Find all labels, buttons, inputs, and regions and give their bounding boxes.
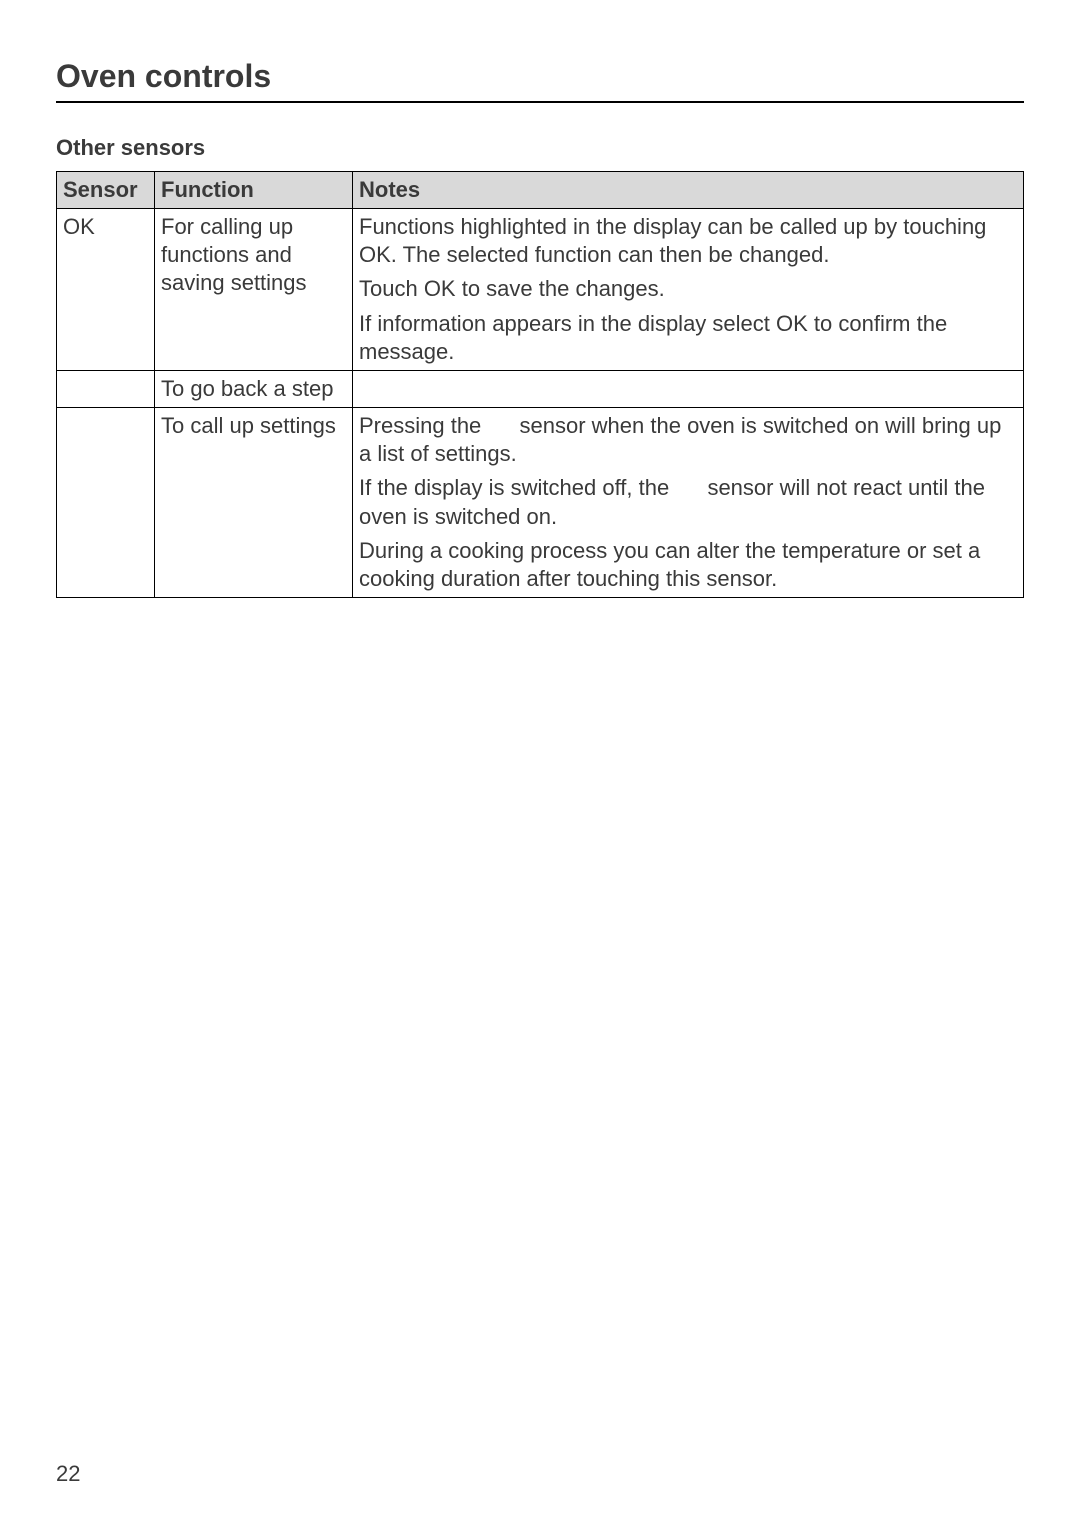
sensors-table: Sensor Function Notes OK For calling up … <box>56 171 1024 598</box>
note-text-part: If the display is switched off, the <box>359 475 675 500</box>
note-text: Pressing the sensor when the oven is swi… <box>359 412 1017 468</box>
sensor-cell-ok: OK <box>57 209 155 371</box>
title-rule <box>56 101 1024 103</box>
notes-cell: Pressing the sensor when the oven is swi… <box>353 408 1024 598</box>
col-header-function: Function <box>155 172 353 209</box>
col-header-notes: Notes <box>353 172 1024 209</box>
note-text: Touch OK to save the changes. <box>359 275 1017 303</box>
sensor-cell-settings <box>57 408 155 598</box>
table-row: To go back a step <box>57 370 1024 407</box>
subheading-other-sensors: Other sensors <box>56 135 1024 161</box>
note-text: If the display is switched off, the sens… <box>359 474 1017 530</box>
page-number: 22 <box>56 1461 80 1487</box>
table-header-row: Sensor Function Notes <box>57 172 1024 209</box>
sensor-cell-back <box>57 370 155 407</box>
notes-cell <box>353 370 1024 407</box>
function-cell: For calling up functions and saving sett… <box>155 209 353 371</box>
note-text: During a cooking process you can alter t… <box>359 537 1017 593</box>
note-text: Functions highlighted in the display can… <box>359 213 1017 269</box>
page-title: Oven controls <box>56 58 1024 95</box>
function-cell: To go back a step <box>155 370 353 407</box>
function-cell: To call up settings <box>155 408 353 598</box>
notes-cell: Functions highlighted in the display can… <box>353 209 1024 371</box>
table-row: OK For calling up functions and saving s… <box>57 209 1024 371</box>
table-row: To call up settings Pressing the sensor … <box>57 408 1024 598</box>
col-header-sensor: Sensor <box>57 172 155 209</box>
note-text-part: Pressing the <box>359 413 487 438</box>
note-text: If information appears in the display se… <box>359 310 1017 366</box>
